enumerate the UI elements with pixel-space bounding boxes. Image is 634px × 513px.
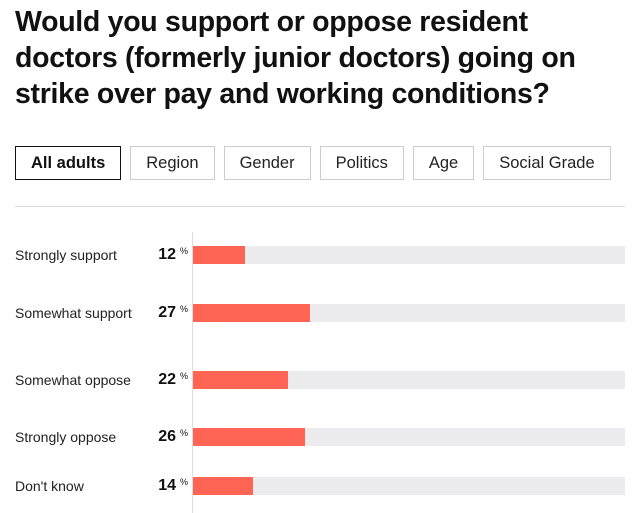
bar [193,428,306,446]
tab-politics[interactable]: Politics [319,146,404,180]
bar [193,246,245,264]
category-label: Strongly oppose [15,429,117,445]
bar-track [193,304,625,322]
percent-sign: % [180,304,189,314]
category-label: Somewhat support [15,305,132,321]
tab-all-adults[interactable]: All adults [15,146,122,180]
bar-track [193,246,625,264]
chart-axis [192,232,193,513]
percent-sign: % [180,477,189,487]
tab-region[interactable]: Region [130,146,215,180]
tab-gender[interactable]: Gender [223,146,311,180]
tab-social-grade[interactable]: Social Grade [483,146,611,180]
bar [193,477,254,495]
bar-track [193,371,625,389]
percent-sign: % [180,428,189,438]
percent-sign: % [180,371,189,381]
bar [193,304,310,322]
tab-age[interactable]: Age [412,146,475,180]
divider [15,206,625,207]
value-label: 14 [158,477,176,494]
category-label: Somewhat oppose [15,372,131,388]
bar [193,371,289,389]
value-label: 27 [158,304,176,321]
percent-sign: % [180,246,189,256]
value-label: 12 [158,246,176,263]
value-label: 26 [158,428,176,445]
filter-tabs: All adults Region Gender Politics Age So… [15,146,611,180]
page-title: Would you support or oppose resident doc… [15,6,576,110]
category-label: Strongly support [15,247,117,263]
bar-track [193,428,625,446]
bar-track [193,477,625,495]
value-label: 22 [158,371,176,388]
category-label: Don't know [15,478,84,494]
